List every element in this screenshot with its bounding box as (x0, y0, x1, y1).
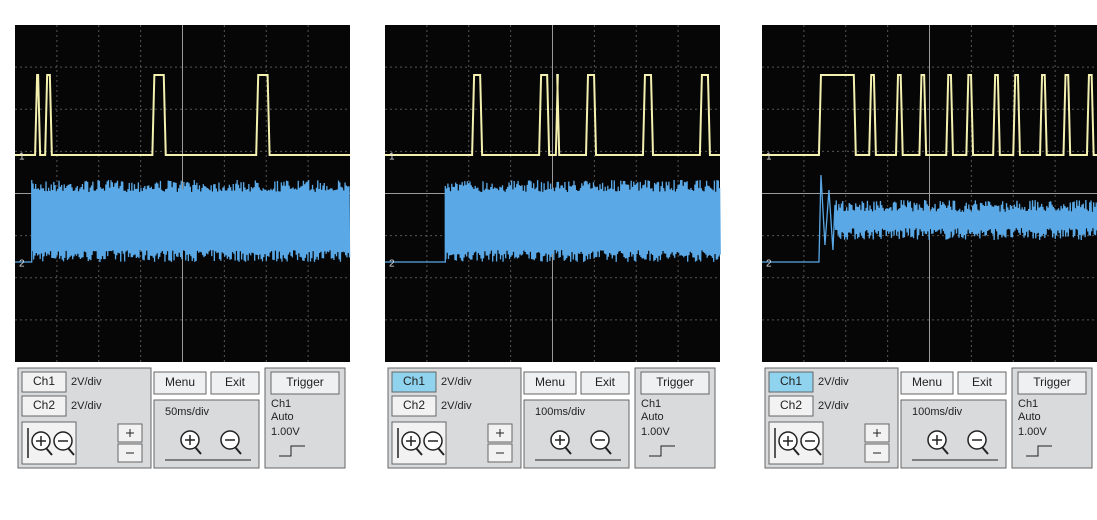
trigger-source: Ch1 (641, 398, 661, 410)
trigger-label: Trigger (656, 375, 694, 389)
ch1-label: Ch1 (33, 374, 55, 388)
ch1-scale: 2V/div (441, 376, 472, 388)
trigger-level: 1.00V (641, 426, 670, 438)
ch2-label: Ch2 (403, 398, 425, 412)
trigger-mode: Auto (1018, 411, 1041, 423)
channel1-marker: 1 (19, 152, 25, 163)
exit-label: Exit (595, 375, 616, 389)
channel2-marker: 2 (389, 259, 395, 270)
control-panel: Ch1 2V/div Ch2 2V/div Menu Exit 50ms/div Trigge… (18, 368, 345, 468)
ch2-scale: 2V/div (71, 400, 102, 412)
channel2-marker: 2 (766, 259, 772, 270)
channel2-trace (15, 180, 350, 262)
ch1-label: Ch1 (403, 374, 425, 388)
trigger-label: Trigger (286, 375, 324, 389)
channel2-marker: 2 (19, 259, 25, 270)
timebase-label: 100ms/div (535, 406, 586, 418)
ch2-label: Ch2 (780, 398, 802, 412)
exit-label: Exit (225, 375, 246, 389)
menu-label: Menu (535, 375, 565, 389)
channel1-marker: 1 (389, 152, 395, 163)
ch1-scale: 2V/div (818, 376, 849, 388)
screenshot: 1 2 Ch1 2V/div Ch2 2V/div Menu Exit 50ms/div Trig… (0, 0, 1097, 520)
trigger-level: 1.00V (271, 426, 300, 438)
ch2-label: Ch2 (33, 398, 55, 412)
menu-label: Menu (912, 375, 942, 389)
trigger-source: Ch1 (1018, 398, 1038, 410)
timebase-label: 50ms/div (165, 406, 210, 418)
scope-panel: 1 2 Ch1 2V/div Ch2 2V/div Menu Exit 50ms/div Trig… (15, 25, 350, 468)
scope-panel: 1 2 Ch1 2V/div Ch2 2V/div Menu Exit 100ms/div Tri… (762, 25, 1097, 468)
timebase-label: 100ms/div (912, 406, 963, 418)
ch1-label: Ch1 (780, 374, 802, 388)
scope-panel: 1 2 Ch1 2V/div Ch2 2V/div Menu Exit 100ms/div Tri… (385, 25, 720, 468)
trigger-mode: Auto (641, 411, 664, 423)
exit-label: Exit (972, 375, 993, 389)
ch2-scale: 2V/div (441, 400, 472, 412)
ch2-scale: 2V/div (818, 400, 849, 412)
trigger-source: Ch1 (271, 398, 291, 410)
menu-label: Menu (165, 375, 195, 389)
control-panel: Ch1 2V/div Ch2 2V/div Menu Exit 100ms/div Trigg… (388, 368, 715, 468)
control-panel: Ch1 2V/div Ch2 2V/div Menu Exit 100ms/div Trigg… (765, 368, 1092, 468)
ch1-scale: 2V/div (71, 376, 102, 388)
channel1-marker: 1 (766, 152, 772, 163)
trigger-label: Trigger (1033, 375, 1071, 389)
trigger-level: 1.00V (1018, 426, 1047, 438)
trigger-mode: Auto (271, 411, 294, 423)
